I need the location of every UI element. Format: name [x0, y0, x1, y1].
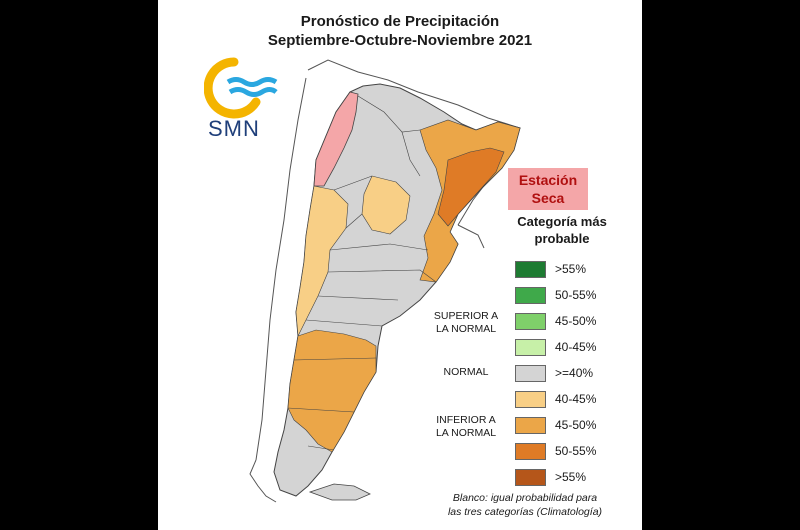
legend-group-inferior: INFERIOR A LA NORMAL	[426, 414, 506, 440]
legend-swatch	[515, 391, 546, 408]
legend-label: 50-55%	[555, 288, 597, 302]
legend-label: 50-55%	[555, 444, 597, 458]
legend-swatch	[515, 339, 546, 356]
map-tierra-del-fuego	[308, 483, 371, 501]
legend-swatch	[515, 365, 546, 382]
figure-title: Pronóstico de Precipitación Septiembre-O…	[158, 12, 642, 50]
title-line-2: Septiembre-Octubre-Noviembre 2021	[267, 32, 533, 49]
legend-swatch	[515, 469, 546, 486]
legend-label: >=40%	[555, 366, 594, 380]
legend-swatch	[515, 417, 546, 434]
legend-label: 45-50%	[555, 418, 597, 432]
legend-title-line-1: Categoría más	[517, 214, 607, 229]
legend-group-inferior-line-2: LA NORMAL	[435, 427, 497, 439]
footnote: Blanco: igual probabilidad para las tres…	[410, 491, 640, 519]
legend-swatch	[515, 313, 546, 330]
map-below-normal-45-50-patagonia	[287, 329, 377, 453]
title-line-1: Pronóstico de Precipitación	[300, 13, 500, 30]
smn-logo-text: SMN	[208, 116, 260, 141]
legend-group-superior: SUPERIOR A LA NORMAL	[426, 310, 506, 336]
legend-group-inferior-line-1: INFERIOR A	[436, 414, 496, 426]
legend-swatch	[515, 443, 546, 460]
smn-logo-icon	[204, 57, 278, 119]
map-dry-season-region	[313, 91, 359, 187]
legend-title: Categoría más probable	[492, 213, 632, 247]
dry-season-line-2: Seca	[531, 190, 565, 206]
dry-season-line-1: Estación	[518, 172, 578, 188]
map-below-normal-40-45-center	[361, 175, 411, 235]
forecast-figure: Pronóstico de Precipitación Septiembre-O…	[158, 0, 642, 530]
legend-swatch	[515, 261, 546, 278]
dry-season-badge: Estación Seca	[508, 168, 588, 210]
legend-label: >55%	[555, 262, 587, 276]
footnote-line-2: las tres categorías (Climatología)	[447, 506, 603, 518]
footnote-line-1: Blanco: igual probabilidad para	[452, 492, 598, 504]
legend-swatch	[515, 287, 546, 304]
legend-title-line-2: probable	[534, 231, 590, 246]
legend-label: >55%	[555, 470, 587, 484]
legend-label: 40-45%	[555, 392, 597, 406]
legend-group-superior-line-2: LA NORMAL	[435, 323, 497, 335]
legend-label: 40-45%	[555, 340, 597, 354]
legend-group-superior-line-1: SUPERIOR A	[433, 310, 499, 322]
legend-label: 45-50%	[555, 314, 597, 328]
argentina-precipitation-map	[249, 59, 521, 503]
legend-group-normal: NORMAL	[443, 366, 489, 378]
map-below-normal-50-55-northeast	[437, 147, 505, 227]
